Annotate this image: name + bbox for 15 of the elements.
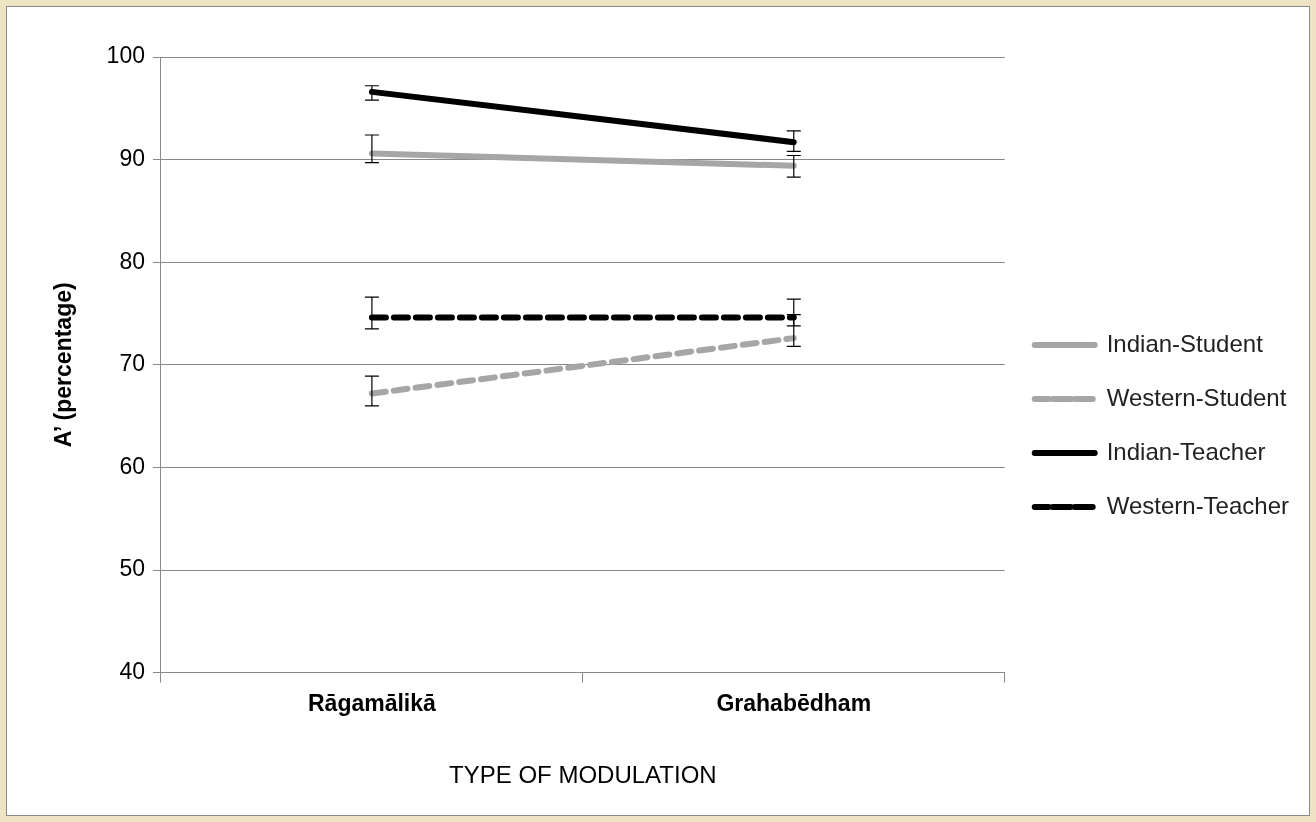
y-tick-label: 70 [119, 350, 145, 377]
y-tick-label: 80 [119, 247, 145, 274]
x-tick-label: Rāgamālikā [307, 689, 437, 716]
y-axis-title: A’ (percentage) [50, 282, 77, 448]
y-tick-label: 100 [106, 42, 145, 69]
legend-label: Western-Student [1106, 383, 1287, 411]
y-tick-label: 40 [119, 657, 145, 684]
x-tick-label: Grahabēdham [716, 689, 872, 716]
legend-label: Indian-Teacher [1106, 437, 1266, 465]
x-axis-title: TYPE OF MODULATION [449, 761, 717, 789]
y-tick-label: 90 [119, 144, 145, 171]
legend-label: Indian-Student [1106, 329, 1264, 357]
y-tick-label: 60 [119, 452, 145, 479]
legend-label: Western-Teacher [1106, 491, 1290, 519]
y-tick-label: 50 [119, 555, 145, 582]
